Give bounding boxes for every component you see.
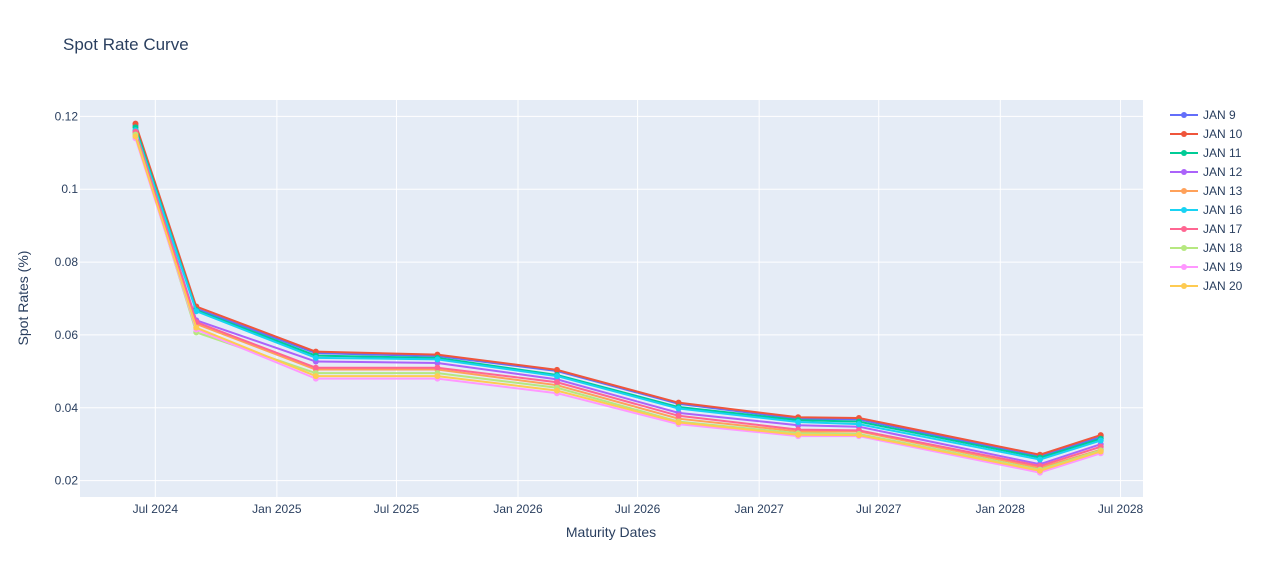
series-line <box>134 129 1102 461</box>
legend-swatch-marker <box>1181 169 1187 175</box>
x-tick-label: Jul 2024 <box>133 502 179 516</box>
data-point <box>675 399 682 406</box>
data-point <box>312 364 319 371</box>
x-tick-label: Jan 2026 <box>493 502 543 516</box>
legend-swatch-marker <box>1181 245 1187 251</box>
legend-label: JAN 9 <box>1203 108 1236 122</box>
legend-swatch-marker <box>1181 188 1187 194</box>
y-tick-label: 0.06 <box>55 328 79 342</box>
legend-label: JAN 10 <box>1203 127 1243 141</box>
x-tick-label: Jan 2027 <box>734 502 784 516</box>
legend-item[interactable]: JAN 16 <box>1170 203 1243 217</box>
legend-item[interactable]: JAN 17 <box>1170 222 1243 236</box>
legend-label: JAN 18 <box>1203 241 1243 255</box>
legend-item[interactable]: JAN 19 <box>1170 260 1243 274</box>
legend-swatch-marker <box>1181 264 1187 270</box>
legend-label: JAN 19 <box>1203 260 1243 274</box>
y-axis-title: Spot Rates (%) <box>15 251 31 346</box>
data-point <box>132 133 139 140</box>
legend-label: JAN 20 <box>1203 279 1243 293</box>
data-point <box>553 387 560 394</box>
legend-item[interactable]: JAN 18 <box>1170 241 1243 255</box>
data-point <box>193 308 200 315</box>
legend-swatch-marker <box>1181 207 1187 213</box>
series-line <box>134 131 1102 468</box>
data-point <box>855 421 862 428</box>
legend-label: JAN 12 <box>1203 165 1243 179</box>
data-point <box>434 364 441 371</box>
legend-label: JAN 17 <box>1203 222 1243 236</box>
legend-item[interactable]: JAN 20 <box>1170 279 1243 293</box>
series-line <box>134 127 1102 459</box>
data-point <box>1036 467 1043 474</box>
series-line <box>134 130 1102 466</box>
data-point <box>1036 456 1043 463</box>
legend-swatch-marker <box>1181 131 1187 137</box>
series-jan-20 <box>132 133 1104 474</box>
y-axis-ticks: 0.02 0.04 0.06 0.08 0.1 0.12 <box>55 109 79 487</box>
x-tick-label: Jul 2026 <box>615 502 661 516</box>
data-point <box>795 431 802 438</box>
x-axis-title: Maturity Dates <box>566 524 656 540</box>
data-point <box>553 366 560 373</box>
data-point <box>675 419 682 426</box>
plot-area <box>80 100 1143 497</box>
legend-swatch-marker <box>1181 283 1187 289</box>
legend-label: JAN 11 <box>1203 146 1242 160</box>
legend-item[interactable]: JAN 12 <box>1170 165 1243 179</box>
legend-item[interactable]: JAN 10 <box>1170 127 1243 141</box>
legend-label: JAN 13 <box>1203 184 1243 198</box>
x-axis-ticks: Jul 2024 Jan 2025 Jul 2025 Jan 2026 Jul 2026… <box>133 502 1144 516</box>
series-line <box>134 125 1102 458</box>
data-point <box>553 379 560 386</box>
data-point <box>553 373 560 380</box>
y-tick-label: 0.1 <box>61 182 78 196</box>
legend: JAN 9 JAN 10 JAN 11 JAN 12 JAN 13 JAN 16 JAN 1… <box>1170 108 1243 293</box>
legend-swatch-marker <box>1181 112 1187 118</box>
legend-label: JAN 16 <box>1203 203 1243 217</box>
legend-item[interactable]: JAN 9 <box>1170 108 1236 122</box>
data-point <box>675 412 682 419</box>
x-tick-label: Jul 2028 <box>1098 502 1144 516</box>
data-point <box>795 418 802 425</box>
y-tick-label: 0.02 <box>55 474 79 488</box>
data-point <box>434 356 441 363</box>
legend-swatch-marker <box>1181 150 1187 156</box>
data-point <box>312 373 319 380</box>
series-layer <box>132 120 1104 476</box>
series-line <box>134 123 1102 456</box>
y-tick-label: 0.12 <box>55 109 79 123</box>
legend-item[interactable]: JAN 11 <box>1170 146 1242 160</box>
series-line <box>134 136 1102 472</box>
chart-title: Spot Rate Curve <box>63 35 189 54</box>
x-tick-label: Jul 2025 <box>374 502 420 516</box>
legend-swatch-marker <box>1181 226 1187 232</box>
data-point <box>193 324 200 331</box>
data-point <box>312 354 319 361</box>
x-tick-label: Jul 2027 <box>856 502 902 516</box>
x-tick-label: Jan 2028 <box>976 502 1026 516</box>
legend-item[interactable]: JAN 13 <box>1170 184 1243 198</box>
data-point <box>675 405 682 412</box>
y-tick-label: 0.08 <box>55 255 79 269</box>
y-tick-label: 0.04 <box>55 401 79 415</box>
data-point <box>1097 437 1104 444</box>
x-tick-label: Jan 2025 <box>252 502 302 516</box>
series-line <box>134 137 1102 474</box>
series-line <box>134 132 1102 469</box>
data-point <box>434 373 441 380</box>
data-point <box>1097 448 1104 455</box>
data-point <box>855 432 862 439</box>
